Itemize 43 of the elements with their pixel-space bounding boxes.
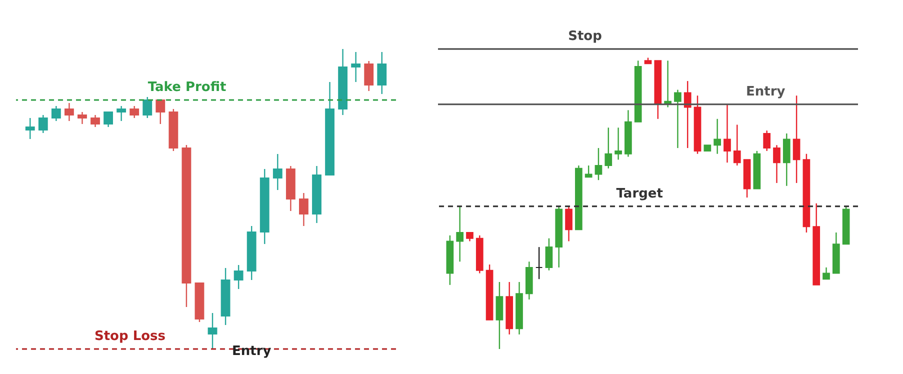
candlestick — [116, 105, 126, 122]
candlestick — [90, 114, 100, 128]
candlestick — [733, 124, 741, 166]
candlestick — [792, 95, 800, 184]
candlestick — [763, 130, 771, 152]
candlestick — [714, 118, 721, 154]
ref-line-label: Stop Loss — [94, 329, 166, 344]
candlestick — [51, 105, 61, 122]
candlestick — [142, 96, 152, 119]
candlestick — [724, 104, 731, 164]
candlestick — [773, 144, 780, 184]
candlestick — [594, 147, 602, 181]
candlestick — [130, 105, 140, 119]
candlestick — [782, 132, 790, 186]
ref-line-label: Entry — [746, 84, 786, 100]
candlestick — [822, 266, 830, 280]
candlestick — [496, 281, 504, 350]
candlestick — [156, 99, 166, 125]
candlestick — [565, 206, 572, 242]
candlestick — [208, 312, 218, 350]
candlestick — [604, 127, 612, 170]
ref-line-label: Take Profit — [148, 80, 226, 95]
candlestick — [684, 80, 692, 149]
candlestick — [64, 102, 74, 122]
candlestick — [299, 192, 308, 227]
candlestick — [78, 111, 87, 125]
candlestick — [674, 89, 682, 149]
candlestick — [456, 206, 464, 262]
annotation: Entry — [232, 344, 272, 359]
candlestick — [104, 111, 113, 128]
ref-line-label: Stop — [568, 29, 602, 44]
candlestick — [351, 51, 361, 83]
candlestick — [38, 114, 48, 134]
candlestick — [364, 60, 374, 92]
candlestick — [535, 246, 543, 280]
candlestick — [234, 264, 244, 290]
candlestick — [25, 117, 35, 140]
candlestick — [272, 153, 282, 191]
candlestick — [545, 238, 553, 271]
ref-line-label: Target — [616, 186, 663, 202]
candlestick — [614, 127, 622, 160]
candlestick — [584, 164, 592, 178]
candlestick — [377, 51, 387, 95]
